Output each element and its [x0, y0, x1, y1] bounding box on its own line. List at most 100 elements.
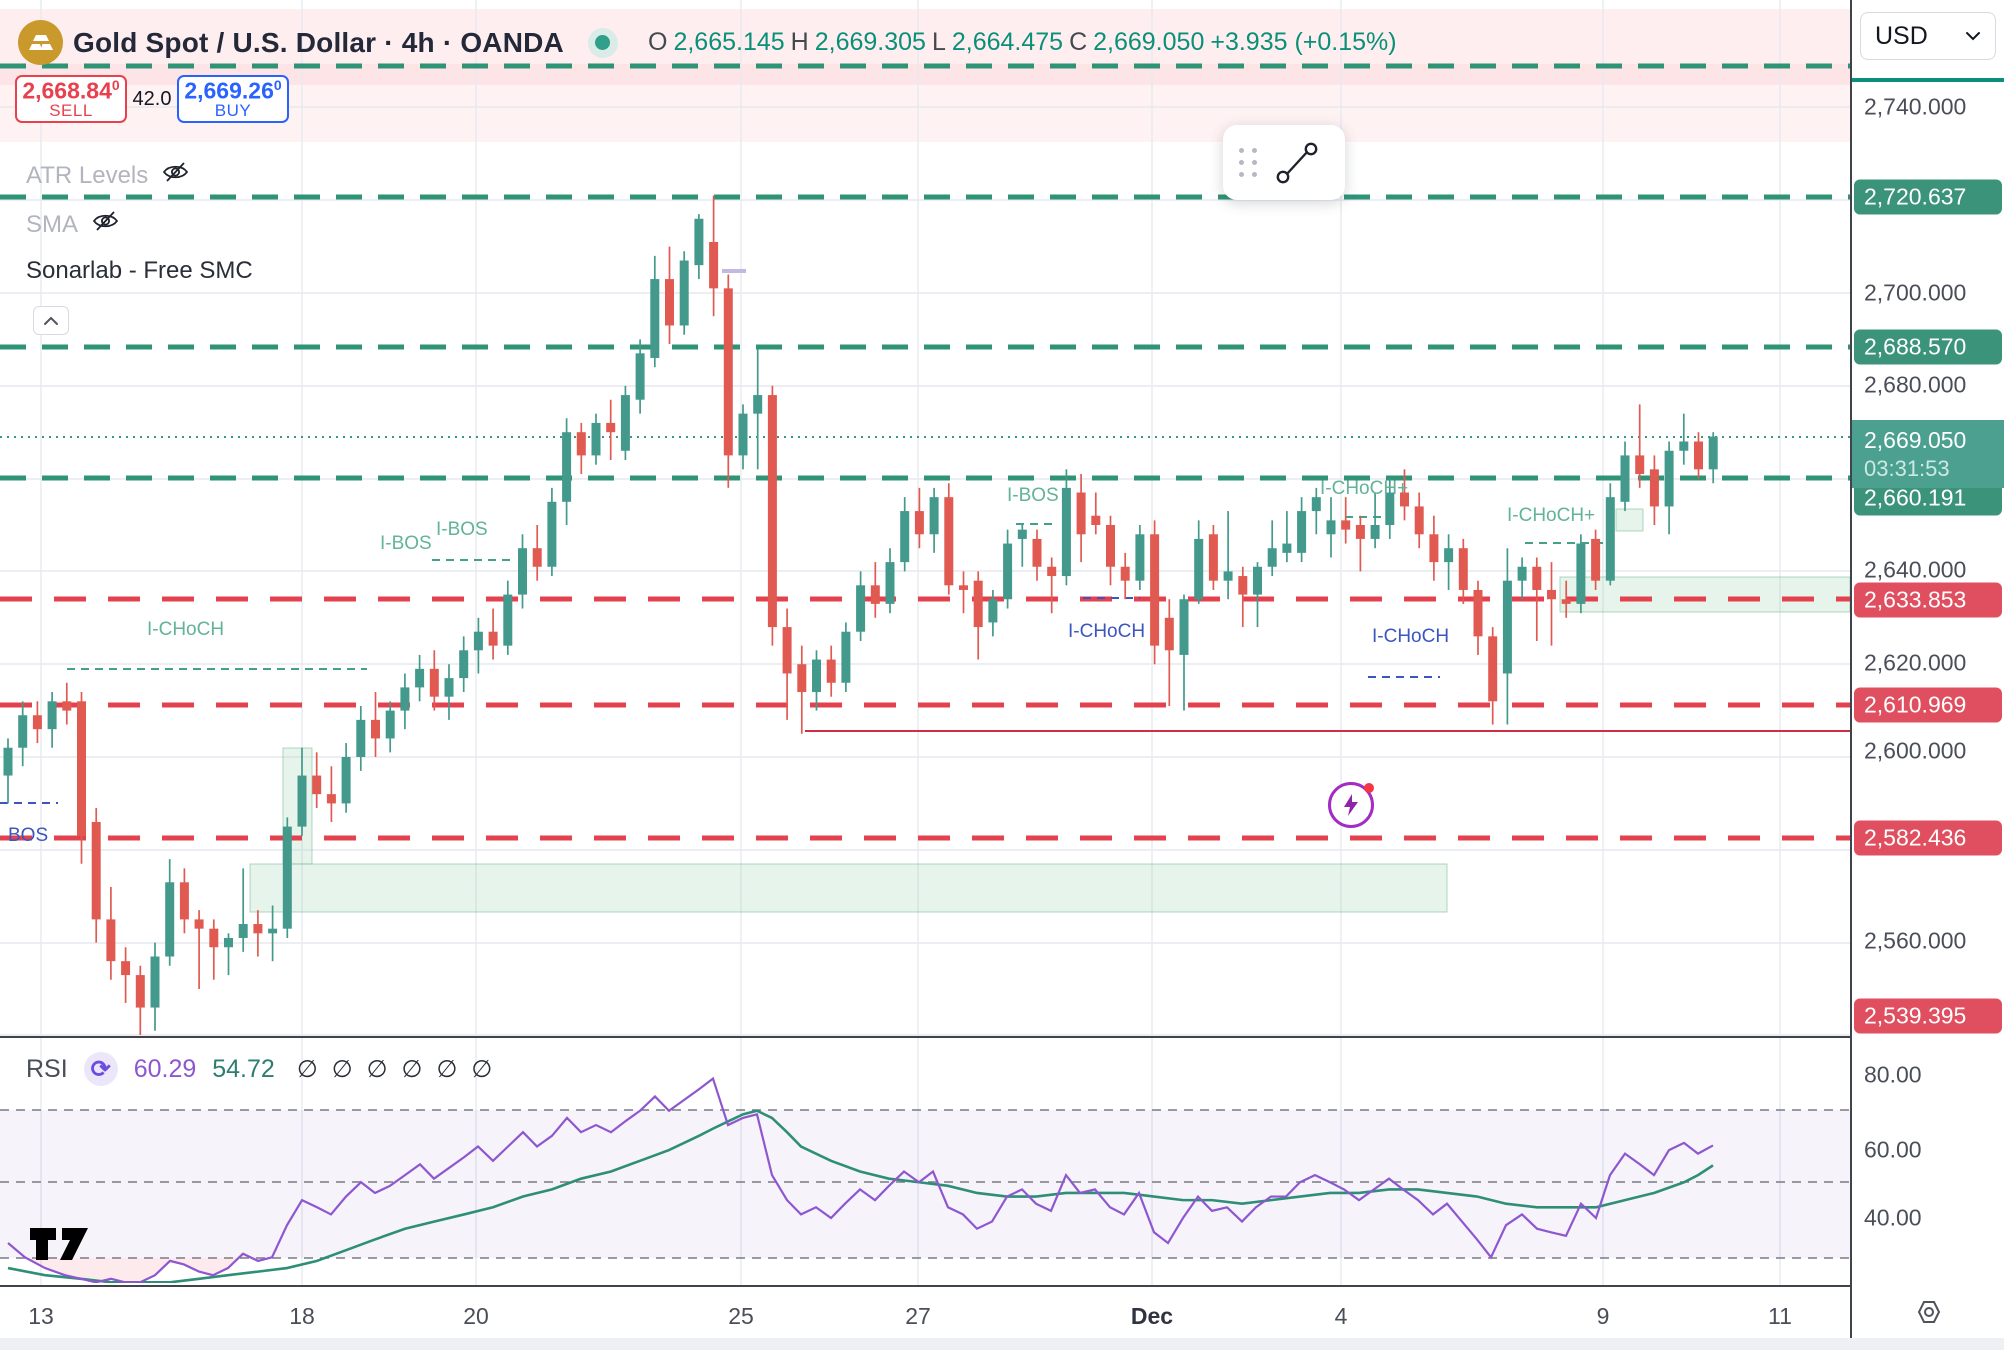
indicator-name[interactable]: SMA [26, 210, 79, 238]
price-label: 2,680.000 [1864, 371, 1967, 398]
smc-label-bos: BOS [8, 825, 49, 846]
price-label: 2,560.000 [1864, 927, 1967, 954]
close-value: 2,669.050 [1093, 28, 1205, 56]
price-label: 2,600.000 [1864, 737, 1967, 764]
ohlc-values: O 2,665.145 H 2,669.305 L 2,664.475 C 2,… [648, 28, 1397, 57]
time-label: 25 [728, 1303, 754, 1329]
price-label: 2,700.000 [1864, 279, 1967, 306]
time-label: 13 [28, 1303, 54, 1329]
smc-label-ichoch: I-CHoCH [147, 619, 225, 640]
buy-label: BUY [214, 101, 252, 121]
legend-item: ATR Levels [26, 160, 189, 191]
scroll-strip [0, 1338, 2004, 1350]
smc-label-ibos: I-BOS [380, 533, 432, 554]
rsi-sync-icon[interactable]: ⟳ [83, 1052, 118, 1086]
rsi-ma-value: 54.72 [212, 1054, 275, 1083]
open-value: 2,665.145 [673, 28, 785, 56]
chevron-down-icon [1966, 32, 1980, 41]
currency-value: USD [1875, 21, 1928, 50]
low-value: 2,664.475 [951, 28, 1064, 56]
current-price-countdown: 03:31:53 [1864, 455, 1950, 481]
smc-label-ibos: I-BOS [1007, 485, 1059, 506]
price-level-badge: 2,688.570 [1854, 329, 2002, 365]
rsi-empty-slot: ∅ [436, 1055, 458, 1083]
smc-label-ichoch: I-CHoCH [1068, 621, 1146, 642]
legend-collapse-button[interactable] [33, 306, 69, 335]
notification-dot [1364, 783, 1374, 793]
drawing-toolbar[interactable] [1223, 125, 1345, 200]
time-label: 18 [289, 1303, 315, 1329]
smc-label-ichoch: I-CHoCH+ [1507, 505, 1596, 526]
buy-price-sup: 0 [273, 76, 282, 93]
sell-label: SELL [49, 101, 93, 121]
rsi-empty-slot: ∅ [331, 1055, 353, 1083]
current-price-badge: 2,669.050 03:31:53 [1852, 420, 2004, 489]
smc-label-ichoch: I-CHoCH [1372, 626, 1450, 647]
sell-button[interactable]: 2,668.840 SELL [15, 75, 127, 123]
trendline-tool-icon[interactable] [1268, 137, 1324, 189]
buy-price: 2,669.26 [184, 77, 274, 104]
rsi-main-value: 60.29 [133, 1054, 197, 1083]
rsi-scale-label: 40.00 [1864, 1204, 1922, 1231]
indicator-name[interactable]: Sonarlab - Free SMC [26, 257, 253, 284]
price-level-badge: 2,720.637 [1854, 179, 2002, 215]
rsi-empty-slot: ∅ [471, 1055, 493, 1083]
gold-icon [18, 20, 63, 65]
price-level-badge: 2,539.395 [1854, 998, 2002, 1034]
gear-icon[interactable] [1915, 1298, 1943, 1326]
close-label: C [1069, 28, 1088, 56]
rsi-empty-slot: ∅ [296, 1055, 318, 1083]
drag-handle-icon[interactable] [1239, 148, 1258, 177]
sell-price: 2,668.84 [22, 77, 112, 104]
time-axis[interactable]: 13 18 20 25 27 Dec 4 9 11 [0, 1285, 2004, 1340]
price-level-badge: 2,610.969 [1854, 687, 2002, 723]
price-axis[interactable]: 2,740.000 2,700.000 2,680.000 2,640.000 2,62… [1850, 0, 2004, 1285]
symbol-header: Gold Spot / U.S. Dollar · 4h · OANDA O 2… [18, 20, 1397, 65]
lightning-button[interactable] [1328, 782, 1374, 828]
symbol-title[interactable]: Gold Spot / U.S. Dollar · 4h · OANDA [73, 26, 564, 58]
axis-accent-line [1852, 78, 2004, 82]
tradingview-logo[interactable] [28, 1222, 92, 1271]
buy-button[interactable]: 2,669.260 BUY [177, 75, 289, 123]
rsi-empty-slot: ∅ [401, 1055, 423, 1083]
legend-item: Sonarlab - Free SMC [26, 257, 253, 285]
time-label: 11 [1768, 1303, 1792, 1329]
time-label: 27 [905, 1303, 931, 1329]
current-price-value: 2,669.050 [1864, 427, 1967, 453]
sell-price-sup: 0 [111, 76, 120, 93]
price-level-badge: 2,633.853 [1854, 582, 2002, 618]
time-label: 4 [1334, 1303, 1348, 1329]
price-label: 2,740.000 [1864, 93, 1967, 120]
rsi-empty-values: ∅ ∅ ∅ ∅ ∅ ∅ [297, 1055, 492, 1084]
time-label: Dec [1130, 1303, 1174, 1329]
price-label: 2,620.000 [1864, 649, 1967, 676]
change-value: +3.935 (+0.15%) [1210, 28, 1397, 56]
candles [3, 195, 1718, 1035]
currency-dropdown[interactable]: USD [1860, 12, 1996, 60]
price-label: 2,640.000 [1864, 556, 1967, 583]
open-label: O [647, 28, 668, 56]
time-label: 20 [463, 1303, 489, 1329]
market-open-icon[interactable] [587, 27, 618, 58]
eye-off-icon[interactable] [92, 209, 119, 240]
axis-settings-corner [1850, 1285, 2004, 1338]
rsi-header: RSI ⟳ 60.29 54.72 ∅ ∅ ∅ ∅ ∅ ∅ [26, 1052, 492, 1086]
legend-item: SMA [26, 209, 119, 240]
spread-value: 42.0 [132, 87, 172, 110]
time-label: 9 [1596, 1303, 1610, 1329]
smc-label-ibos: I-BOS [436, 519, 488, 540]
indicator-name[interactable]: ATR Levels [26, 161, 149, 189]
trade-panel: 2,668.840 SELL 42.0 2,669.260 BUY [15, 75, 289, 123]
rsi-title: RSI [26, 1054, 68, 1083]
rsi-empty-slot: ∅ [366, 1055, 388, 1083]
eye-off-icon[interactable] [162, 160, 189, 191]
high-value: 2,669.305 [814, 28, 926, 56]
price-level-badge: 2,582.436 [1854, 820, 2002, 856]
rsi-scale-label: 80.00 [1864, 1061, 1922, 1088]
rsi-scale-label: 60.00 [1864, 1136, 1922, 1163]
high-label: H [790, 28, 809, 56]
rsi-plot [7, 1076, 1714, 1283]
low-label: L [931, 28, 946, 56]
